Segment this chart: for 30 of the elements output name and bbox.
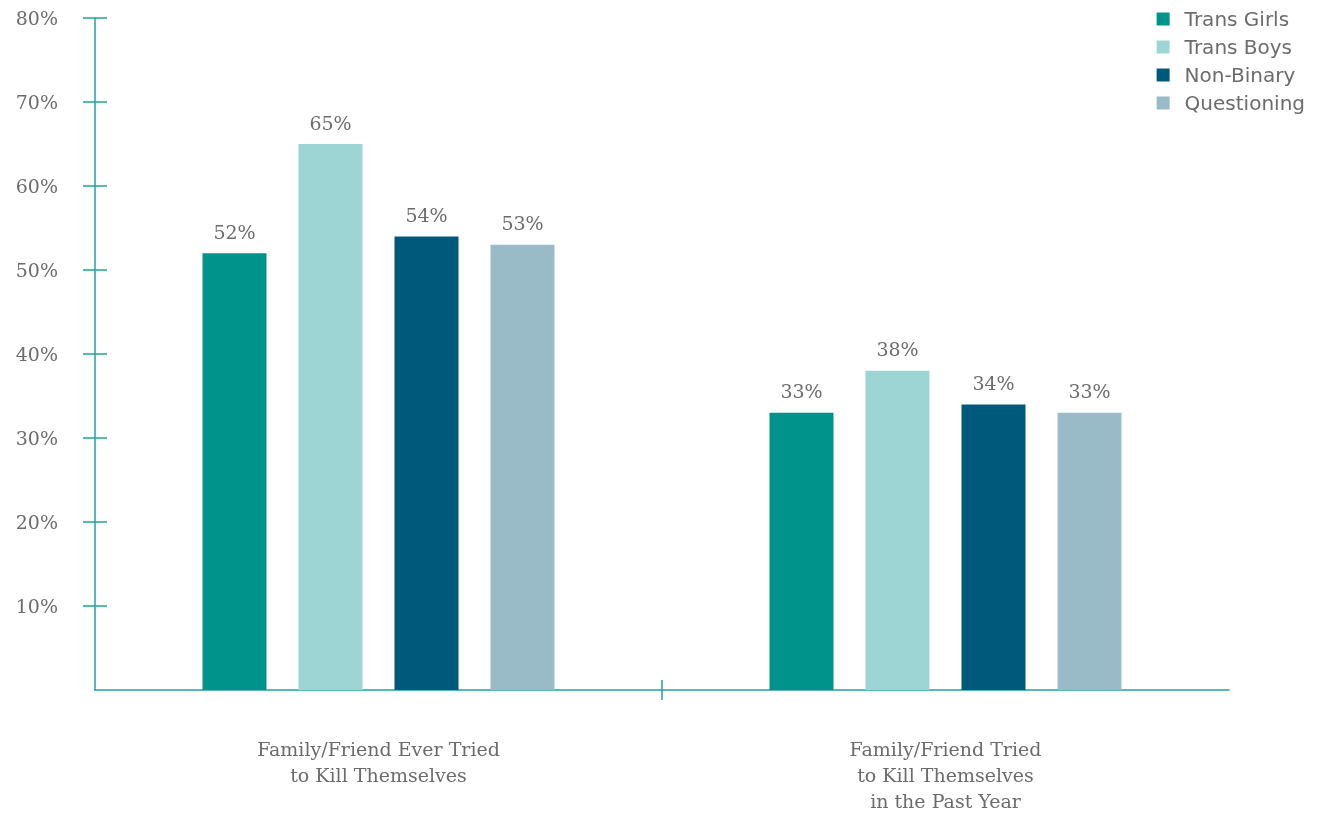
legend-label: Trans Girls (1183, 7, 1290, 31)
data-label: 38% (876, 338, 919, 361)
x-tick-label: Family/Friend Tried to Kill Themselves in the Past Year (849, 738, 1042, 812)
data-label: 34% (972, 371, 1015, 394)
data-label: 33% (1068, 380, 1111, 403)
legend-label: Trans Boys (1183, 35, 1293, 59)
bar (769, 412, 834, 690)
y-tick-label: 30% (15, 427, 58, 449)
y-tick-label: 70% (15, 91, 58, 113)
bar (490, 244, 555, 690)
y-tick-label: 60% (15, 175, 58, 197)
y-tick-label: 80% (15, 7, 58, 29)
bar (961, 404, 1026, 690)
x-tick-label: Family/Friend Ever Tried to Kill Themselves (257, 738, 500, 786)
y-tick-label: 40% (15, 343, 58, 365)
bar (1057, 412, 1122, 690)
bar (298, 144, 363, 690)
data-label: 52% (213, 220, 256, 243)
data-label: 53% (501, 212, 544, 235)
legend-label: Non-Binary (1184, 63, 1296, 87)
bar (202, 253, 267, 690)
y-tick-label: 10% (15, 595, 58, 617)
bar (394, 236, 459, 690)
y-tick-label: 20% (15, 511, 58, 533)
y-tick-label: 50% (15, 259, 58, 281)
bar (865, 370, 930, 690)
data-label: 54% (405, 203, 448, 226)
data-label: 65% (309, 111, 352, 134)
legend-label: Questioning (1184, 91, 1306, 115)
data-label: 33% (780, 380, 823, 403)
